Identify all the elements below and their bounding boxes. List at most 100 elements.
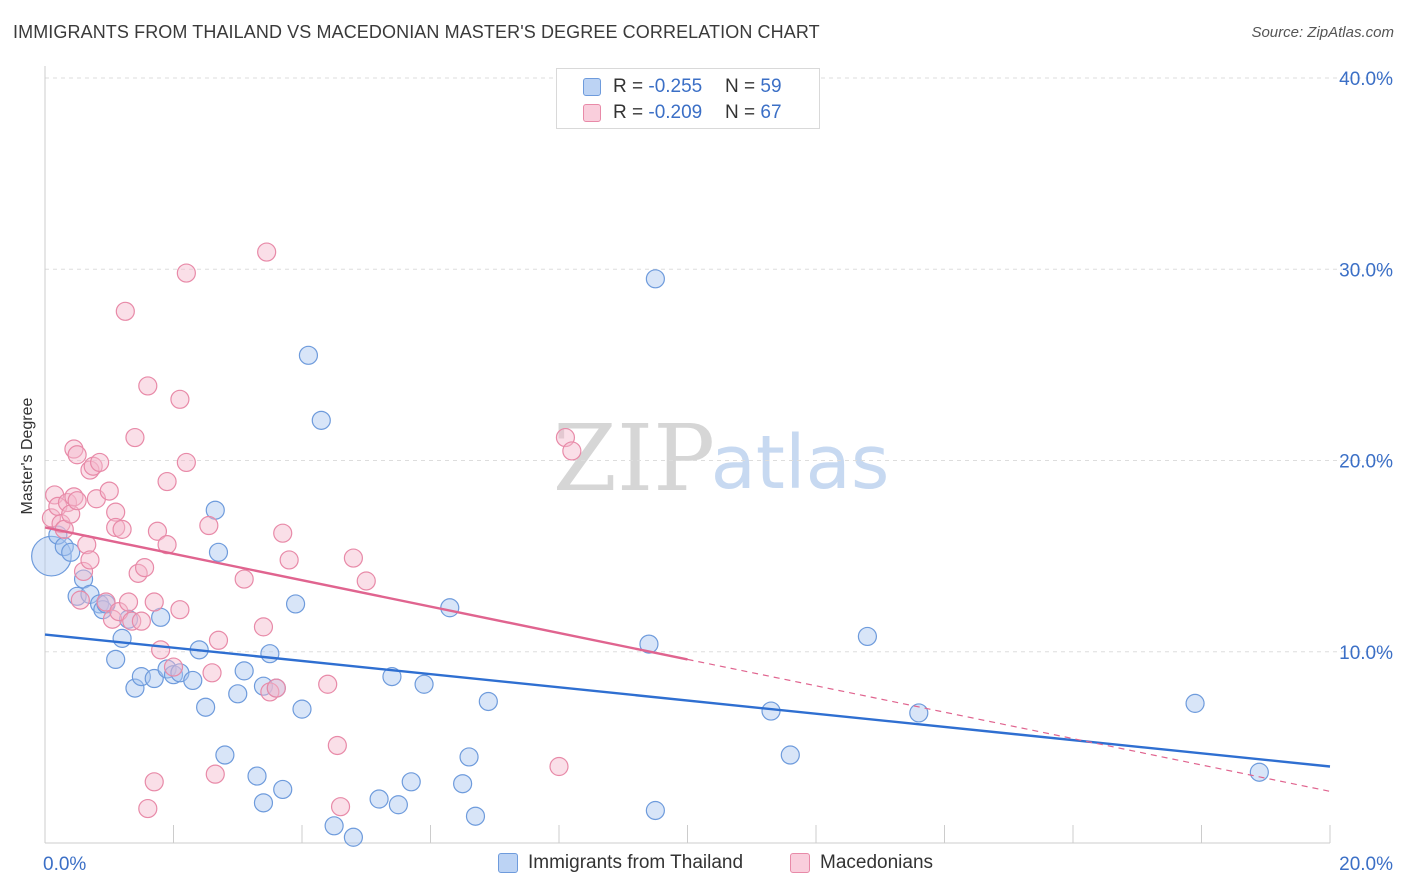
point-thailand bbox=[61, 542, 81, 562]
point-macedonians bbox=[549, 756, 569, 777]
legend-swatch-pink bbox=[583, 104, 601, 122]
point-macedonians bbox=[138, 376, 158, 396]
x-tick-label: 0.0% bbox=[43, 854, 86, 875]
point-macedonians bbox=[234, 569, 254, 589]
point-thailand bbox=[112, 628, 132, 648]
point-thailand bbox=[253, 793, 274, 813]
point-macedonians bbox=[266, 678, 286, 698]
legend-label-macedonians: Macedonians bbox=[820, 852, 934, 873]
point-thailand bbox=[453, 774, 473, 794]
point-macedonians bbox=[99, 481, 119, 501]
legend-r-value: -0.255 bbox=[648, 76, 703, 97]
point-macedonians bbox=[144, 592, 164, 612]
point-thailand bbox=[292, 699, 312, 719]
point-macedonians bbox=[257, 242, 277, 262]
point-thailand bbox=[465, 806, 486, 826]
trendline-dashed-macedonians bbox=[687, 658, 1331, 792]
point-macedonians bbox=[151, 640, 171, 660]
legend-r-thailand: R = -0.255 bbox=[613, 76, 725, 98]
point-thailand bbox=[324, 816, 344, 836]
point-macedonians bbox=[67, 445, 87, 465]
legend-swatch-blue bbox=[583, 78, 601, 96]
point-macedonians bbox=[330, 797, 351, 817]
point-macedonians bbox=[106, 502, 126, 522]
point-macedonians bbox=[90, 452, 110, 473]
point-thailand bbox=[761, 701, 781, 721]
point-thailand bbox=[645, 269, 665, 289]
point-macedonians bbox=[327, 735, 347, 756]
point-macedonians bbox=[70, 590, 90, 610]
legend-n-thailand: N = 59 bbox=[725, 76, 782, 98]
point-macedonians bbox=[73, 561, 94, 582]
point-thailand bbox=[440, 598, 460, 618]
point-thailand bbox=[343, 827, 363, 847]
point-macedonians bbox=[279, 550, 299, 570]
point-macedonians bbox=[170, 600, 190, 620]
point-thailand bbox=[228, 684, 248, 704]
point-macedonians bbox=[202, 663, 222, 683]
point-thailand bbox=[208, 542, 229, 562]
point-thailand bbox=[1249, 762, 1269, 782]
legend-r-value: -0.209 bbox=[648, 102, 703, 123]
point-macedonians bbox=[208, 630, 229, 650]
point-macedonians bbox=[64, 439, 84, 459]
point-macedonians bbox=[253, 617, 274, 637]
point-macedonians bbox=[273, 523, 293, 543]
point-macedonians bbox=[134, 557, 155, 578]
y-tick-label: 20.0% bbox=[1339, 452, 1393, 473]
point-thailand bbox=[382, 667, 402, 687]
watermark-atlas: atlas bbox=[711, 420, 890, 506]
legend-n-label: N = bbox=[725, 76, 761, 97]
point-macedonians bbox=[112, 519, 132, 539]
point-thailand bbox=[645, 800, 665, 821]
point-macedonians bbox=[80, 550, 100, 570]
legend-label-thailand: Immigrants from Thailand bbox=[528, 852, 744, 873]
point-macedonians bbox=[343, 548, 363, 568]
correlation-legend: R = -0.255 N = 59 R = -0.209 N = 67 bbox=[556, 68, 820, 129]
point-macedonians bbox=[356, 571, 376, 591]
legend-n-label: N = bbox=[725, 102, 761, 123]
point-thailand bbox=[388, 795, 408, 815]
legend-r-label: R = bbox=[613, 76, 649, 97]
point-macedonians bbox=[67, 491, 87, 511]
point-thailand bbox=[196, 697, 216, 717]
point-thailand bbox=[144, 668, 164, 689]
legend-swatch-blue bbox=[498, 853, 518, 873]
legend-swatch-pink bbox=[790, 853, 810, 873]
legend-item-thailand: Immigrants from Thailand bbox=[498, 852, 743, 874]
point-macedonians bbox=[138, 798, 158, 819]
point-macedonians bbox=[131, 611, 151, 631]
legend-n-value: 67 bbox=[760, 102, 782, 123]
point-macedonians bbox=[144, 772, 164, 792]
y-tick-label: 40.0% bbox=[1339, 69, 1393, 90]
point-thailand bbox=[298, 345, 319, 365]
point-thailand bbox=[369, 789, 389, 809]
point-macedonians bbox=[147, 521, 168, 541]
point-thailand bbox=[311, 410, 331, 430]
point-macedonians bbox=[170, 389, 190, 409]
point-thailand bbox=[273, 779, 293, 800]
point-macedonians bbox=[41, 508, 62, 528]
point-thailand bbox=[780, 745, 800, 765]
point-thailand bbox=[478, 691, 498, 712]
point-macedonians bbox=[562, 441, 582, 461]
legend-r-label: R = bbox=[613, 102, 649, 123]
point-thailand bbox=[234, 661, 254, 681]
legend-r-macedonians: R = -0.209 bbox=[613, 102, 725, 124]
point-thailand bbox=[260, 644, 280, 664]
point-thailand bbox=[639, 634, 659, 654]
point-macedonians bbox=[163, 657, 184, 677]
legend-row-macedonians: R = -0.209 N = 67 bbox=[583, 102, 782, 124]
point-thailand bbox=[401, 772, 421, 792]
point-macedonians bbox=[122, 611, 142, 631]
point-thailand bbox=[31, 535, 72, 577]
point-thailand bbox=[285, 594, 306, 614]
point-thailand bbox=[459, 747, 479, 767]
chart-title: IMMIGRANTS FROM THAILAND VS MACEDONIAN M… bbox=[13, 22, 820, 42]
point-macedonians bbox=[115, 301, 135, 321]
point-thailand bbox=[247, 766, 267, 786]
point-macedonians bbox=[318, 674, 338, 694]
trendline-macedonians bbox=[44, 526, 688, 661]
legend-n-macedonians: N = 67 bbox=[725, 102, 782, 124]
